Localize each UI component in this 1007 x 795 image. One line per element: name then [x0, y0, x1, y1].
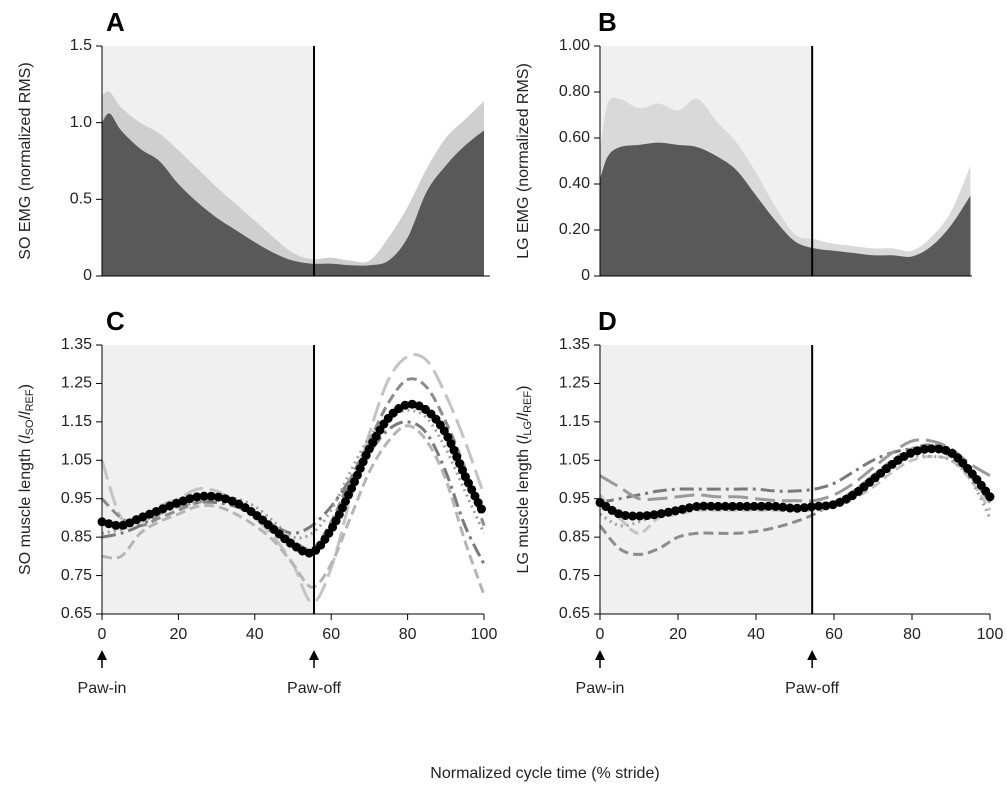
y-tick-label: 1.05 — [559, 452, 590, 469]
x-tick-label: 20 — [170, 626, 188, 643]
y-tick-label: 1.25 — [61, 375, 92, 392]
x-tick-label: 80 — [903, 626, 921, 643]
y-tick-label: 0 — [83, 267, 92, 284]
stance-shading — [600, 345, 813, 614]
y-tick-label: 0.75 — [559, 567, 590, 584]
y-tick-label: 1.25 — [559, 375, 590, 392]
x-tick-label: 100 — [471, 626, 498, 643]
y-tick-label: 1.15 — [61, 413, 92, 430]
line — [101, 424, 486, 596]
y-axis-title-part: l — [515, 412, 532, 416]
y-tick-label: 1.35 — [61, 336, 92, 353]
event-arrow-head — [309, 650, 320, 660]
x-tick-label: 40 — [246, 626, 264, 643]
y-tick-label: 0.65 — [61, 605, 92, 622]
y-tick-label: 1.15 — [559, 413, 590, 430]
x-tick-label: 60 — [825, 626, 843, 643]
y-axis-title-part: LG — [522, 421, 534, 436]
y-axis-title-part: / — [515, 416, 532, 421]
line — [101, 420, 486, 565]
panel-letter: B — [598, 7, 617, 37]
event-label: Paw-off — [785, 680, 840, 697]
y-axis-title-part: ) — [17, 384, 34, 389]
event-label: Paw-off — [287, 680, 342, 697]
x-tick-label: 100 — [977, 626, 1004, 643]
panel-letter: D — [598, 306, 617, 336]
y-axis-title-part: l — [17, 411, 34, 415]
panel-letter: C — [106, 306, 125, 336]
y-axis-title-part: SO muscle length ( — [17, 438, 34, 575]
y-tick-label: 0.85 — [61, 528, 92, 545]
mean-line — [97, 399, 489, 558]
mean-line — [595, 444, 995, 521]
y-tick-label: 1.5 — [70, 37, 92, 54]
y-tick-label: 0.65 — [559, 605, 590, 622]
y-axis-title-part: l — [17, 435, 34, 439]
event-arrow-head — [807, 650, 818, 660]
y-tick-label: 0.60 — [559, 129, 590, 146]
area — [102, 113, 484, 277]
y-tick-label: 1.00 — [559, 37, 590, 54]
y-tick-label: 0.85 — [559, 528, 590, 545]
y-axis-title-part: REF — [522, 391, 534, 413]
x-axis-title: Normalized cycle time (% stride) — [430, 765, 659, 782]
panel-letter: A — [106, 7, 125, 37]
y-tick-label: 0.20 — [559, 221, 590, 238]
x-tick-label: 0 — [596, 626, 605, 643]
x-tick-label: 20 — [669, 626, 687, 643]
event-arrow-head — [595, 650, 605, 660]
y-axis-title-part: SO — [24, 419, 36, 435]
y-axis-title-part: LG EMG (normalized RMS) — [515, 63, 532, 259]
x-tick-label: 60 — [322, 626, 340, 643]
y-axis-title: SO muscle length (lSO/lREF) — [17, 384, 36, 575]
y-axis-title-part: REF — [24, 389, 36, 411]
event-label: Paw-in — [576, 680, 625, 697]
y-tick-label: 1.0 — [70, 114, 92, 131]
x-tick-label: 40 — [747, 626, 765, 643]
y-tick-label: 0.40 — [559, 175, 590, 192]
y-axis-title-part: LG muscle length ( — [515, 438, 532, 573]
stance-shading — [102, 345, 315, 614]
y-axis-title-part: / — [17, 414, 34, 419]
y-tick-label: 1.05 — [61, 452, 92, 469]
x-tick-label: 80 — [399, 626, 417, 643]
y-tick-label: 0.5 — [70, 191, 92, 208]
area — [600, 142, 971, 276]
y-axis-title: SO EMG (normalized RMS) — [17, 62, 34, 259]
y-tick-label: 0 — [581, 267, 590, 284]
event-arrow-head — [97, 650, 107, 660]
line — [599, 438, 991, 503]
y-axis-title: LG EMG (normalized RMS) — [515, 63, 532, 259]
y-tick-label: 0.80 — [559, 83, 590, 100]
y-tick-label: 1.35 — [559, 336, 590, 353]
y-tick-label: 0.75 — [61, 567, 92, 584]
y-tick-label: 0.95 — [61, 490, 92, 507]
y-axis-title: LG muscle length (lLG/lREF) — [515, 386, 534, 574]
y-axis-title-part: ) — [515, 386, 532, 391]
y-axis-title-part: SO EMG (normalized RMS) — [17, 62, 34, 259]
event-label: Paw-in — [78, 680, 127, 697]
y-tick-label: 0.95 — [559, 490, 590, 507]
x-tick-label: 0 — [98, 626, 107, 643]
y-axis-title-part: l — [515, 435, 532, 439]
